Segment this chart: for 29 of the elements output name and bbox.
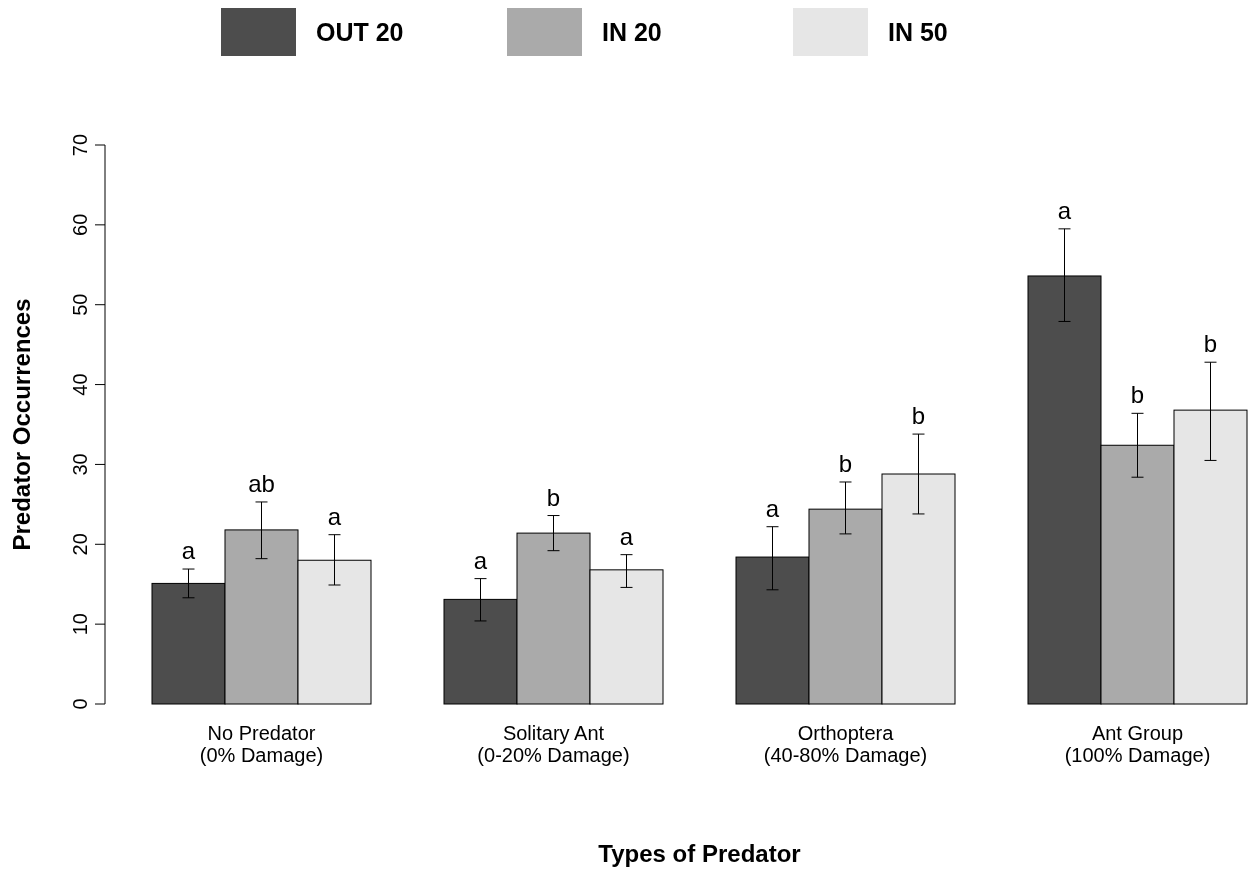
y-axis-title: Predator Occurrences — [8, 298, 35, 551]
data-label: a — [473, 546, 488, 574]
x-tick-label: Orthoptera (40-80% Damage) — [763, 722, 928, 766]
legend-label: IN 50 — [888, 18, 948, 46]
data-label: a — [181, 537, 196, 565]
legend-label: OUT 20 — [316, 18, 404, 46]
y-tick-label: 50 — [69, 293, 91, 316]
data-label: ab — [248, 469, 275, 497]
x-tick-label: Solitary Ant (0-20% Damage) — [477, 722, 630, 766]
data-label: b — [1130, 381, 1145, 409]
y-tick-label: 70 — [69, 133, 91, 157]
x-axis-title: Types of Predator — [598, 840, 801, 867]
x-tick-label: Ant Group (100% Damage) — [1064, 722, 1211, 766]
y-tick-label: 40 — [69, 373, 91, 396]
data-label: a — [1057, 196, 1072, 224]
y-tick-label: 0 — [69, 698, 91, 710]
y-tick-label: 20 — [69, 533, 91, 556]
data-label: b — [1203, 330, 1218, 358]
x-tick-label: No Predator (0% Damage) — [199, 722, 324, 766]
y-tick-label: 60 — [69, 213, 91, 236]
data-label: a — [765, 494, 780, 522]
y-tick-label: 30 — [69, 453, 91, 476]
data-label: b — [838, 450, 853, 477]
data-label: b — [911, 402, 926, 430]
data-label: b — [546, 483, 561, 511]
legend-label: IN 20 — [602, 18, 662, 46]
data-label: a — [619, 522, 634, 550]
y-tick-label: 10 — [69, 613, 91, 636]
data-label: a — [327, 502, 342, 530]
